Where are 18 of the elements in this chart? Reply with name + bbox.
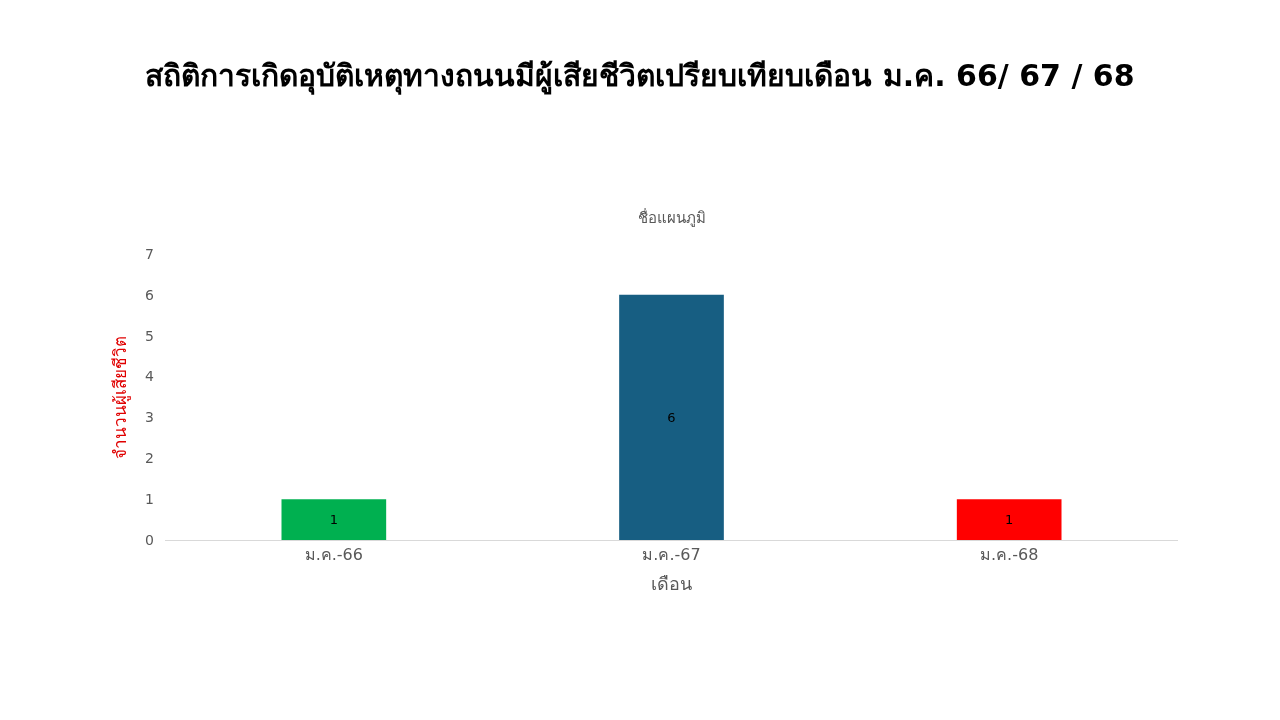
y-tick-label: 4 [145, 368, 155, 385]
y-tick-label: 1 [145, 491, 154, 508]
y-tick-label: 5 [145, 327, 154, 344]
x-tick-label: ม.ค.-67 [642, 545, 701, 565]
data-label: 1 [1005, 512, 1014, 528]
y-tick-label: 3 [145, 409, 154, 426]
chart-title: สถิติการเกิดอุบัติเหตุทางถนนมีผู้เสียชีวิตเปรียบเทียบเดือน ม.ค. 66/ 67 / 68 [145, 57, 1135, 95]
x-axis-title: เดือน [651, 573, 692, 595]
y-tick-label: 0 [145, 531, 154, 548]
y-tick-label: 7 [145, 245, 154, 262]
chart-subtitle: ชื่อแผนภูมิ [638, 207, 706, 227]
y-tick-label: 2 [145, 450, 154, 467]
data-label: 1 [329, 512, 338, 528]
y-tick-label: 6 [145, 286, 155, 303]
x-tick-label: ม.ค.-66 [304, 545, 363, 565]
x-tick-label: ม.ค.-68 [980, 545, 1039, 565]
data-label: 6 [667, 409, 676, 425]
y-axis-title: จำนวนผู้เสียชีวิต [109, 335, 131, 459]
